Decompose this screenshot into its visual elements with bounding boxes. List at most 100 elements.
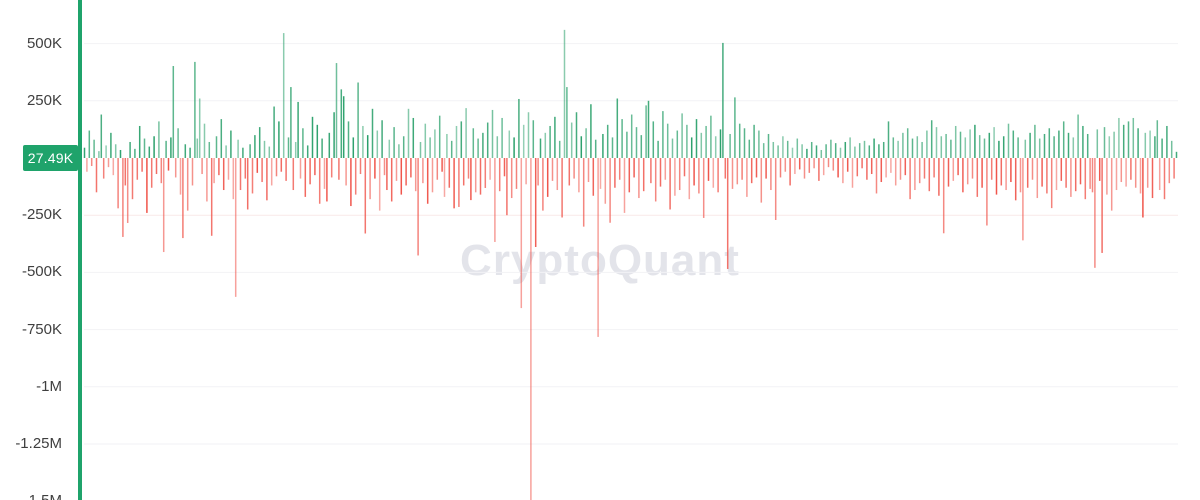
- outflow-bar[interactable]: [354, 158, 357, 195]
- outflow-bar[interactable]: [962, 158, 964, 193]
- inflow-bar[interactable]: [412, 117, 415, 158]
- inflow-bar[interactable]: [616, 98, 619, 158]
- outflow-bar[interactable]: [899, 158, 902, 180]
- inflow-bar[interactable]: [316, 124, 319, 158]
- inflow-bar[interactable]: [184, 144, 187, 158]
- inflow-bar[interactable]: [681, 113, 683, 158]
- inflow-bar[interactable]: [1029, 132, 1031, 158]
- outflow-bar[interactable]: [1089, 158, 1091, 189]
- inflow-bar[interactable]: [198, 98, 201, 158]
- inflow-bar[interactable]: [906, 128, 909, 158]
- outflow-bar[interactable]: [712, 158, 715, 188]
- inflow-bar[interactable]: [1048, 128, 1051, 158]
- outflow-bar[interactable]: [808, 158, 811, 173]
- inflow-bar[interactable]: [762, 143, 765, 158]
- outflow-bar[interactable]: [618, 158, 621, 180]
- outflow-bar[interactable]: [981, 158, 983, 188]
- inflow-bar[interactable]: [119, 149, 122, 158]
- outflow-bar[interactable]: [155, 158, 158, 175]
- inflow-bar[interactable]: [93, 139, 95, 158]
- inflow-bar[interactable]: [554, 116, 556, 158]
- outflow-bar[interactable]: [599, 158, 602, 189]
- outflow-bar[interactable]: [813, 158, 815, 169]
- outflow-bar[interactable]: [141, 158, 143, 172]
- outflow-bar[interactable]: [350, 158, 352, 207]
- inflow-bar[interactable]: [983, 138, 986, 158]
- outflow-bar[interactable]: [604, 158, 607, 204]
- outflow-bar[interactable]: [122, 158, 124, 237]
- outflow-bar[interactable]: [546, 158, 549, 197]
- outflow-bar[interactable]: [726, 158, 729, 269]
- inflow-bar[interactable]: [347, 121, 350, 158]
- inflow-bar[interactable]: [563, 29, 566, 159]
- outflow-bar[interactable]: [299, 158, 302, 179]
- outflow-bar[interactable]: [914, 158, 916, 191]
- inflow-bar[interactable]: [1096, 129, 1099, 158]
- inflow-bar[interactable]: [366, 135, 369, 158]
- inflow-bar[interactable]: [486, 122, 489, 158]
- inflow-bar[interactable]: [230, 130, 232, 158]
- outflow-bar[interactable]: [443, 158, 446, 197]
- inflow-bar[interactable]: [926, 130, 928, 158]
- inflow-bar[interactable]: [1149, 130, 1151, 158]
- inflow-bar[interactable]: [194, 61, 196, 158]
- inflow-bar[interactable]: [940, 136, 943, 158]
- inflow-bar[interactable]: [566, 87, 568, 158]
- inflow-bar[interactable]: [719, 129, 722, 158]
- inflow-bar[interactable]: [287, 137, 290, 158]
- outflow-bar[interactable]: [587, 158, 590, 183]
- inflow-bar[interactable]: [424, 123, 427, 158]
- outflow-bar[interactable]: [309, 158, 311, 185]
- inflow-bar[interactable]: [1012, 130, 1015, 158]
- inflow-bar[interactable]: [916, 136, 919, 158]
- inflow-bar[interactable]: [522, 124, 525, 158]
- outflow-bar[interactable]: [870, 158, 873, 175]
- outflow-bar[interactable]: [938, 158, 940, 196]
- outflow-bar[interactable]: [515, 158, 518, 189]
- outflow-bar[interactable]: [1098, 158, 1101, 181]
- inflow-bar[interactable]: [945, 133, 947, 158]
- outflow-bar[interactable]: [467, 158, 470, 179]
- outflow-bar[interactable]: [422, 158, 424, 184]
- inflow-bar[interactable]: [268, 146, 271, 158]
- outflow-bar[interactable]: [628, 158, 631, 193]
- outflow-bar[interactable]: [890, 158, 892, 173]
- outflow-bar[interactable]: [470, 158, 472, 201]
- outflow-bar[interactable]: [213, 158, 215, 184]
- inflow-bar[interactable]: [671, 138, 674, 158]
- inflow-bar[interactable]: [854, 146, 856, 158]
- outflow-bar[interactable]: [885, 158, 887, 178]
- outflow-bar[interactable]: [150, 158, 153, 188]
- outflow-bar[interactable]: [510, 158, 513, 199]
- inflow-bar[interactable]: [1108, 136, 1111, 158]
- inflow-bar[interactable]: [1058, 130, 1060, 158]
- outflow-bar[interactable]: [693, 158, 695, 186]
- outflow-bar[interactable]: [770, 158, 772, 191]
- outflow-bar[interactable]: [1106, 158, 1108, 195]
- inflow-bar[interactable]: [810, 141, 813, 158]
- inflow-bar[interactable]: [652, 121, 655, 158]
- inflow-bar[interactable]: [311, 116, 314, 158]
- inflow-bar[interactable]: [215, 136, 218, 158]
- inflow-bar[interactable]: [203, 123, 206, 158]
- inflow-bar[interactable]: [376, 130, 379, 158]
- inflow-bar[interactable]: [83, 147, 86, 158]
- outflow-bar[interactable]: [417, 158, 419, 256]
- outflow-bar[interactable]: [479, 158, 482, 195]
- inflow-bar[interactable]: [148, 146, 151, 158]
- outflow-bar[interactable]: [592, 158, 595, 196]
- outflow-bar[interactable]: [856, 158, 859, 177]
- outflow-bar[interactable]: [573, 158, 575, 179]
- outflow-bar[interactable]: [494, 158, 496, 242]
- inflow-bar[interactable]: [594, 139, 597, 158]
- outflow-bar[interactable]: [426, 158, 429, 204]
- outflow-bar[interactable]: [326, 158, 328, 202]
- inflow-bar[interactable]: [297, 101, 299, 158]
- outflow-bar[interactable]: [210, 158, 213, 236]
- inflow-bar[interactable]: [134, 148, 136, 158]
- outflow-bar[interactable]: [270, 158, 273, 186]
- inflow-bar[interactable]: [429, 137, 431, 158]
- inflow-bar[interactable]: [626, 131, 628, 158]
- outflow-bar[interactable]: [261, 158, 263, 183]
